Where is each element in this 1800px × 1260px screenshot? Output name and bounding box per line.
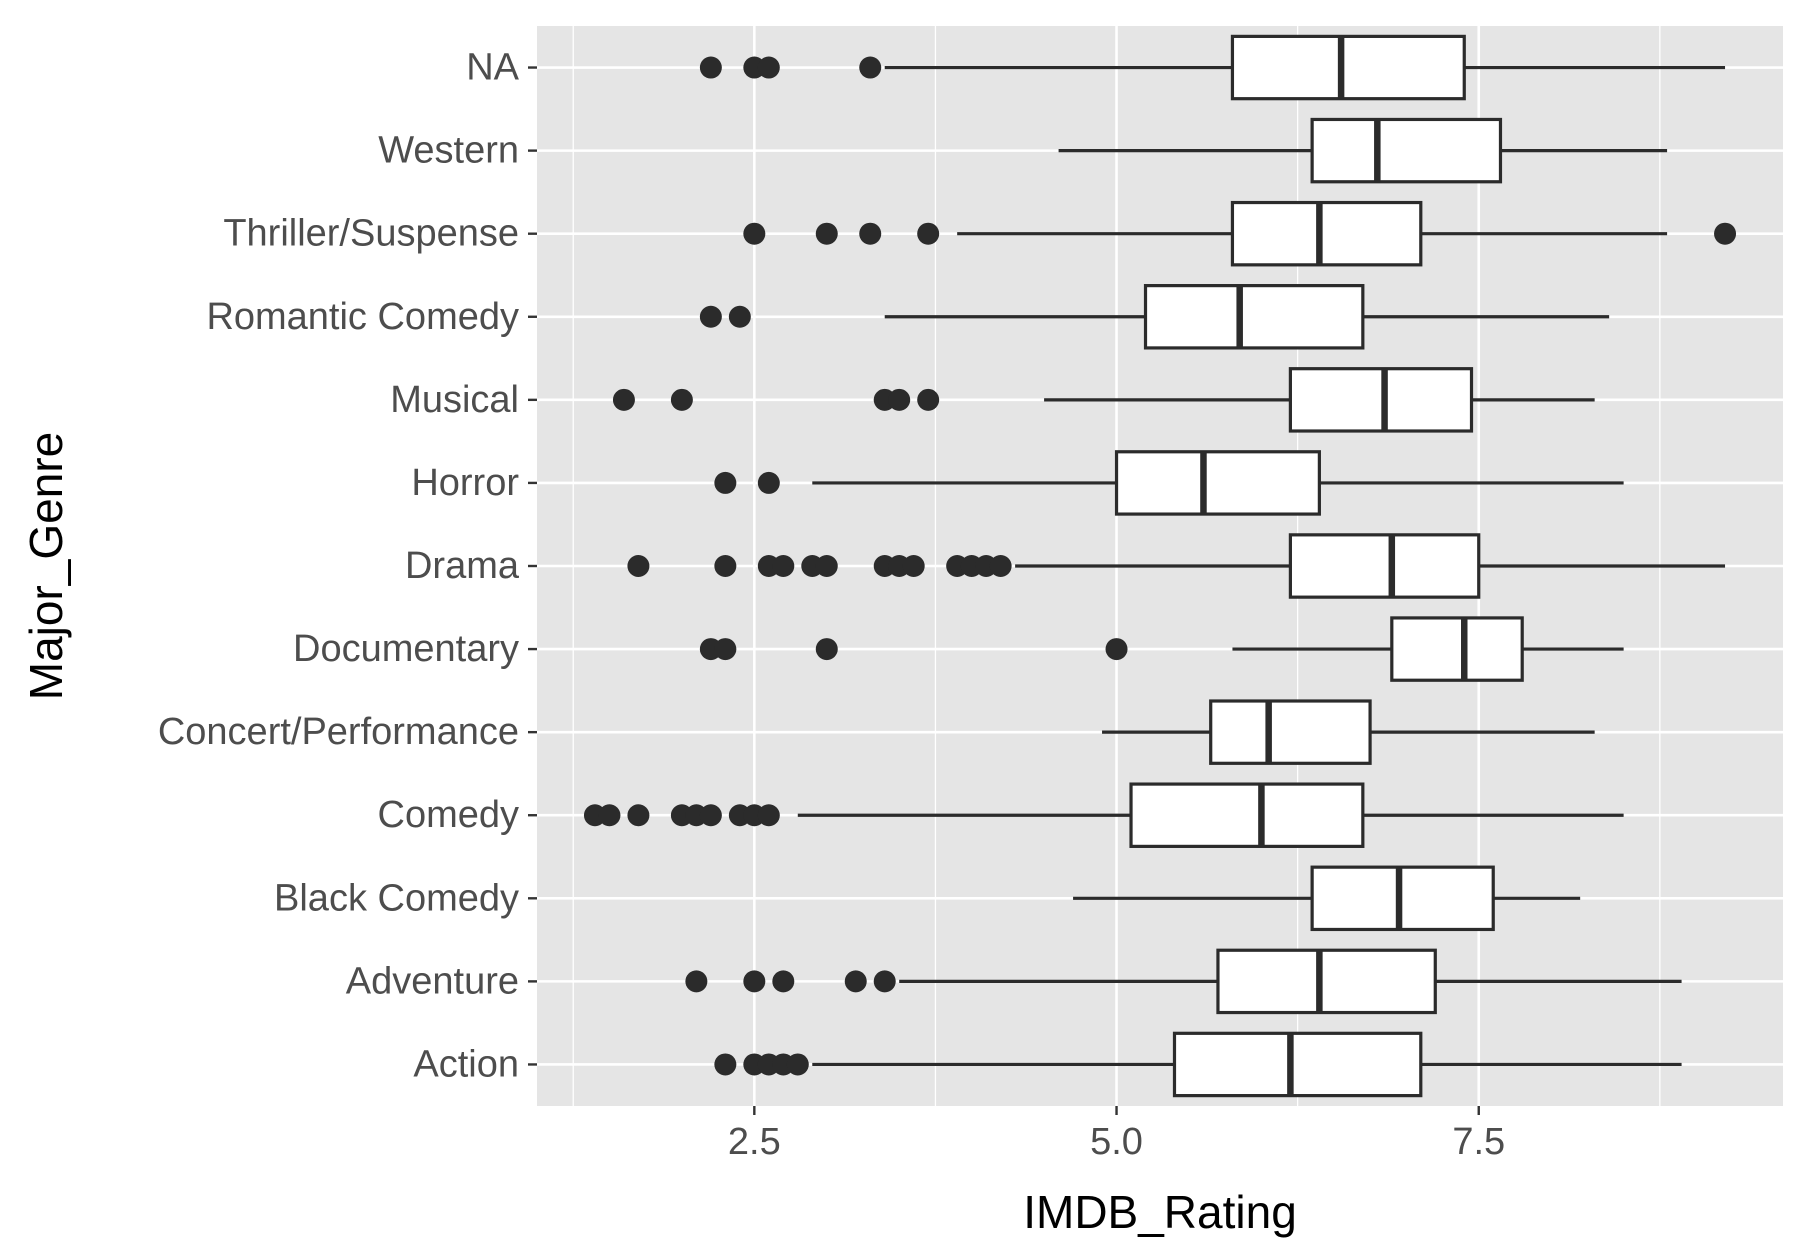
outlier-point bbox=[627, 555, 650, 577]
outlier-point bbox=[685, 970, 708, 993]
box-iqr bbox=[1129, 782, 1365, 848]
outlier-point bbox=[714, 638, 737, 661]
y-tick-label: Action bbox=[413, 1043, 519, 1085]
outlier-point bbox=[1714, 222, 1737, 245]
outlier-point bbox=[714, 471, 737, 494]
box-iqr bbox=[1390, 616, 1524, 682]
box-group bbox=[699, 284, 1610, 350]
outlier-point bbox=[815, 222, 838, 245]
y-tick-label: Horror bbox=[411, 462, 519, 504]
y-tick-label: Concert/Performance bbox=[158, 711, 519, 753]
outlier-point bbox=[757, 804, 780, 827]
y-tick-label: Black Comedy bbox=[274, 877, 519, 919]
x-tick-label: 5.0 bbox=[1090, 1121, 1143, 1163]
x-axis-title: IMDB_Rating bbox=[1023, 1186, 1297, 1238]
outlier-point bbox=[699, 305, 722, 328]
outlier-point bbox=[612, 388, 635, 411]
box-group bbox=[1058, 117, 1668, 184]
outlier-point bbox=[743, 970, 766, 993]
box-group bbox=[627, 533, 1726, 599]
y-axis: Action Adventure Black Comedy Comedy Concert… bbox=[158, 47, 537, 1085]
box-group bbox=[685, 948, 1682, 1015]
y-tick-label: NA bbox=[466, 47, 519, 89]
box-group bbox=[714, 450, 1624, 516]
box-group bbox=[583, 782, 1624, 848]
outlier-point bbox=[989, 555, 1012, 577]
y-tick-label: Documentary bbox=[293, 628, 519, 670]
outlier-point bbox=[772, 555, 795, 577]
outlier-point bbox=[627, 804, 650, 827]
box-iqr bbox=[1230, 34, 1466, 101]
outlier-point bbox=[917, 388, 940, 411]
outlier-point bbox=[815, 555, 838, 577]
outlier-point bbox=[699, 804, 722, 827]
boxes bbox=[583, 34, 1737, 1098]
box-iqr bbox=[1143, 284, 1365, 350]
box-iqr bbox=[1310, 117, 1503, 184]
outlier-point bbox=[888, 388, 911, 411]
outlier-point bbox=[670, 388, 693, 411]
outlier-point bbox=[844, 970, 867, 993]
outlier-point bbox=[917, 222, 940, 245]
outlier-point bbox=[902, 555, 925, 577]
outlier-point bbox=[786, 1053, 809, 1076]
box-group bbox=[1102, 699, 1595, 765]
x-axis: 2.5 5.0 7.5 bbox=[728, 1106, 1505, 1163]
y-tick-label: Adventure bbox=[346, 960, 519, 1002]
box-iqr bbox=[1209, 699, 1372, 765]
box-iqr bbox=[1310, 865, 1495, 932]
outlier-point bbox=[714, 1053, 737, 1076]
box-iqr bbox=[1114, 450, 1321, 516]
box-iqr bbox=[1288, 533, 1481, 599]
outlier-point bbox=[873, 970, 896, 993]
y-tick-label: Comedy bbox=[378, 794, 520, 836]
outlier-point bbox=[699, 56, 722, 79]
y-tick-label: Drama bbox=[405, 545, 520, 587]
box-iqr bbox=[1288, 367, 1474, 433]
x-tick-label: 2.5 bbox=[728, 1121, 781, 1163]
outlier-point bbox=[728, 305, 751, 328]
y-tick-label: Romantic Comedy bbox=[206, 296, 519, 338]
box-group bbox=[612, 367, 1595, 433]
box-iqr bbox=[1230, 200, 1423, 267]
x-tick-label: 7.5 bbox=[1452, 1121, 1505, 1163]
outlier-point bbox=[859, 222, 882, 245]
outlier-point bbox=[714, 555, 737, 577]
outlier-point bbox=[859, 56, 882, 79]
box-group bbox=[699, 34, 1726, 101]
box-group bbox=[699, 616, 1624, 682]
box-iqr bbox=[1216, 948, 1437, 1015]
y-tick-label: Western bbox=[378, 130, 519, 172]
y-tick-label: Musical bbox=[390, 379, 519, 421]
outlier-point bbox=[772, 970, 795, 993]
y-tick-label: Thriller/Suspense bbox=[223, 213, 519, 255]
outlier-point bbox=[757, 471, 780, 494]
outlier-point bbox=[757, 56, 780, 79]
y-axis-title: Major_Genre bbox=[20, 432, 72, 700]
box-group bbox=[1073, 865, 1581, 932]
box-iqr bbox=[1172, 1031, 1423, 1098]
outlier-point bbox=[598, 804, 621, 827]
outlier-point bbox=[815, 638, 838, 661]
box-group bbox=[743, 200, 1737, 267]
box-group bbox=[714, 1031, 1682, 1098]
outlier-point bbox=[743, 222, 766, 245]
outlier-point bbox=[1105, 638, 1128, 661]
